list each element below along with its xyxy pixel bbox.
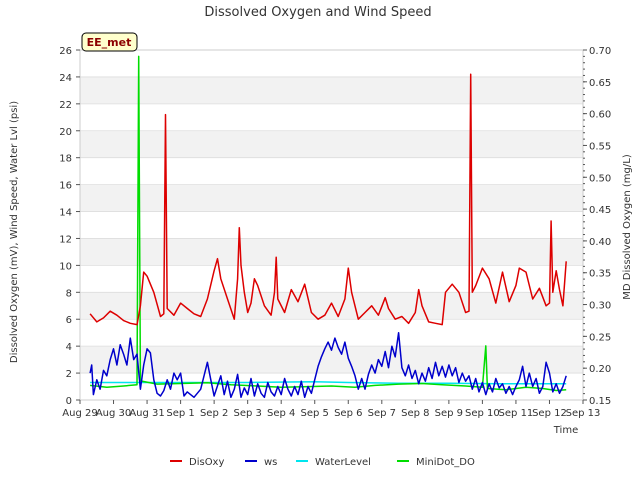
legend: DisOxy ws WaterLevel MiniDot_DO bbox=[170, 457, 475, 468]
legend-label: WaterLevel bbox=[315, 457, 371, 468]
x-tick-label: Aug 30 bbox=[96, 408, 131, 419]
grid-band bbox=[80, 184, 583, 212]
x-tick-label: Sep 8 bbox=[401, 408, 429, 419]
y-right-tick-label: 0.55 bbox=[589, 141, 611, 152]
x-tick-label: Sep 13 bbox=[566, 408, 601, 419]
y-left-tick-label: 8 bbox=[66, 288, 72, 299]
x-tick-label: Sep 7 bbox=[368, 408, 396, 419]
y-left-tick-label: 2 bbox=[66, 369, 72, 380]
series-line-minidot_do bbox=[90, 55, 567, 392]
x-tick-label: Sep 3 bbox=[233, 408, 261, 419]
plot-area-border bbox=[79, 49, 584, 401]
x-tick-label: Sep 10 bbox=[465, 408, 500, 419]
y-right-tick-label: 0.30 bbox=[589, 301, 611, 312]
grid-band bbox=[80, 130, 583, 158]
y-left-tick-label: 20 bbox=[59, 127, 72, 138]
x-tick-label: Sep 12 bbox=[532, 408, 567, 419]
y-right-tick-label: 0.65 bbox=[589, 78, 611, 89]
y-left-tick-label: 16 bbox=[59, 181, 72, 192]
y-right-tick-label: 0.45 bbox=[589, 205, 611, 216]
x-axis-label: Time bbox=[553, 425, 578, 436]
y-axis-right: 0.15 0.20 0.25 0.30 0.35 0.40 0.45 0.50 0.55 0.60… bbox=[583, 46, 611, 407]
x-tick-label: Aug 31 bbox=[129, 408, 164, 419]
y-right-tick-label: 0.50 bbox=[589, 173, 611, 184]
y-left-tick-label: 24 bbox=[59, 73, 72, 84]
y-axis-left-label: Dissolved Oxygen (mV), Wind Speed, Water… bbox=[9, 101, 20, 363]
y-left-tick-label: 10 bbox=[59, 261, 72, 272]
y-left-tick-label: 14 bbox=[59, 208, 72, 219]
station-badge: EE_met bbox=[81, 32, 138, 52]
chart-title: Dissolved Oxygen and Wind Speed bbox=[204, 5, 431, 20]
x-tick-label: Sep 4 bbox=[267, 408, 295, 419]
y-right-tick-label: 0.70 bbox=[589, 46, 611, 57]
grid-band bbox=[80, 238, 583, 266]
series-line-disoxy bbox=[89, 73, 567, 326]
y-left-tick-label: 22 bbox=[59, 100, 72, 111]
y-right-tick-label: 0.35 bbox=[589, 269, 611, 280]
y-left-tick-label: 0 bbox=[66, 396, 72, 407]
y-right-tick-label: 0.25 bbox=[589, 332, 611, 343]
y-right-tick-label: 0.40 bbox=[589, 237, 611, 248]
series-layer bbox=[89, 55, 567, 399]
legend-label: DisOxy bbox=[189, 457, 224, 468]
x-tick-label: Sep 6 bbox=[334, 408, 362, 419]
y-right-tick-label: 0.15 bbox=[589, 396, 611, 407]
x-tick-label: Sep 5 bbox=[301, 408, 329, 419]
x-tick-label: Sep 1 bbox=[166, 408, 194, 419]
y-right-tick-label: 0.20 bbox=[589, 364, 611, 375]
series-line-ws bbox=[89, 331, 567, 399]
x-tick-label: Aug 29 bbox=[62, 408, 97, 419]
y-left-tick-label: 4 bbox=[66, 342, 72, 353]
x-tick-label: Sep 11 bbox=[499, 408, 534, 419]
station-badge-text: EE_met bbox=[87, 36, 132, 49]
y-left-tick-label: 6 bbox=[66, 315, 72, 326]
grid-band bbox=[80, 76, 583, 104]
y-axis-right-label: MD Dissolved Oxygen (mg/L) bbox=[622, 154, 633, 300]
legend-label: MiniDot_DO bbox=[416, 457, 475, 468]
y-right-tick-label: 0.60 bbox=[589, 110, 611, 121]
x-tick-label: Sep 2 bbox=[200, 408, 228, 419]
legend-label: ws bbox=[264, 457, 277, 468]
y-left-tick-label: 26 bbox=[59, 46, 72, 57]
y-left-tick-label: 18 bbox=[59, 154, 72, 165]
y-left-tick-label: 12 bbox=[59, 234, 72, 245]
x-tick-label: Sep 9 bbox=[435, 408, 463, 419]
